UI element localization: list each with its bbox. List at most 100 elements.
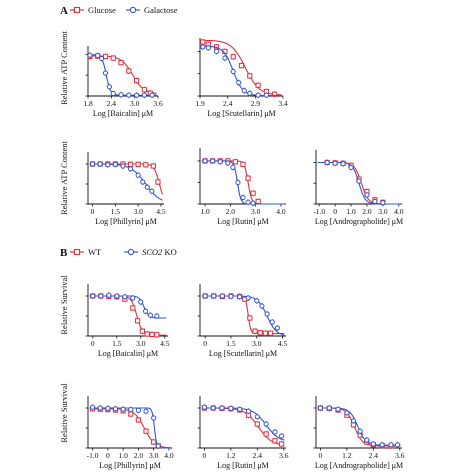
data-point-circle [372,198,378,205]
data-point-square [278,441,285,447]
data-point-circle [241,88,247,94]
data-point-circle [255,92,261,98]
data-point-circle [332,160,338,166]
x-axis-label: Log [Baicalin] μM [93,109,153,118]
x-tick-label: 3.6 [395,451,405,460]
legend-galactose-marker [129,6,137,14]
data-point-circle [106,292,112,298]
panel-label-b: B [60,247,68,259]
data-point-circle [236,80,242,86]
x-tick-label: 0 [106,451,110,460]
data-point-circle [272,429,278,435]
data-point-circle [245,199,251,205]
data-point-square [240,161,246,167]
data-point-circle [317,405,324,411]
data-point-square [255,82,261,88]
data-point-square [102,53,109,60]
data-point-circle [228,405,234,411]
legend-wt-marker [73,248,81,256]
x-tick-label: 1.0 [118,451,128,460]
x-axis-label: Log [Phillyrin] μM [99,461,161,470]
fit-curve [201,160,285,205]
data-point-circle [143,308,149,314]
fit-curve [89,163,163,201]
fit-curve [201,45,282,97]
fit-curve [201,407,285,446]
data-point-circle [356,178,362,184]
ylabel-row-b1: Relative Survival [59,275,69,335]
data-point-circle [135,172,141,178]
x-tick-label: 4.0 [394,207,404,216]
data-point-circle [380,200,386,206]
data-point-circle [87,52,93,58]
fit-curve [317,407,401,447]
data-point-circle [89,161,96,167]
x-axis-label: Log [Phillyrin] μM [95,217,157,226]
data-point-circle [99,55,105,62]
data-point-circle [112,406,119,412]
data-point-circle [264,311,270,317]
data-point-square [110,55,116,61]
panel-a-header: A Glucose Galactose [60,5,178,17]
x-tick-label: 3.6 [153,99,163,108]
data-point-circle [120,163,126,169]
data-point-circle [97,161,103,167]
data-point-circle [149,92,155,98]
data-point-circle [394,442,401,448]
x-axis-label: Log [Andrographolide] μM [315,217,403,226]
legend-ko-rest: KO [162,247,176,257]
data-point-circle [201,404,208,410]
data-point-circle [112,161,118,167]
legend-galactose-label: Galactose [144,5,178,15]
data-point-circle [263,421,269,427]
data-point-circle [144,184,150,190]
data-point-circle [210,158,216,164]
data-point-circle [236,294,243,300]
x-axis-label: Log [Baicalin] μM [98,349,158,358]
data-point-circle [89,404,96,410]
data-point-square [230,54,236,60]
data-point-square [245,175,251,181]
data-point-circle [254,298,260,304]
x-tick-label: 2.0 [362,207,372,216]
fit-curve [201,295,285,336]
data-point-circle [237,406,243,412]
data-point-circle [388,442,394,448]
legend-glucose-marker [73,6,81,14]
data-point-circle [326,405,332,411]
data-point-circle [140,179,146,185]
x-tick-label: 0 [203,339,207,348]
data-point-circle [357,428,363,434]
x-tick-label: 3.0 [252,339,262,348]
data-point-circle [98,293,104,299]
ylabel-row-b2: Relative Survival [59,383,69,443]
data-point-square [143,162,149,168]
data-point-square [139,328,146,334]
data-point-square [252,328,258,334]
x-tick-label: 1.0 [200,207,210,216]
data-point-circle [245,295,251,301]
data-point-square [263,431,269,437]
data-point-circle [151,415,157,421]
data-point-circle [211,293,217,299]
x-tick-label: 1.9 [195,99,205,108]
data-point-circle [202,158,208,164]
x-tick-label: 4.5 [160,339,170,348]
data-point-circle [120,406,126,412]
data-point-square [272,91,278,97]
data-point-circle [138,299,144,305]
x-tick-label: 0 [203,451,207,460]
x-tick-label: 3.6 [279,451,289,460]
x-tick-label: 1.2 [342,451,352,460]
x-tick-label: 2.4 [369,451,379,460]
data-point-square [247,315,253,321]
data-point-square [135,417,142,423]
data-point-circle [259,303,265,309]
x-tick-label: 2.9 [251,99,261,108]
data-point-square [255,198,261,205]
ylabel-row-a2: Relative ATP Content [59,140,69,214]
x-tick-label: 0 [333,207,337,216]
